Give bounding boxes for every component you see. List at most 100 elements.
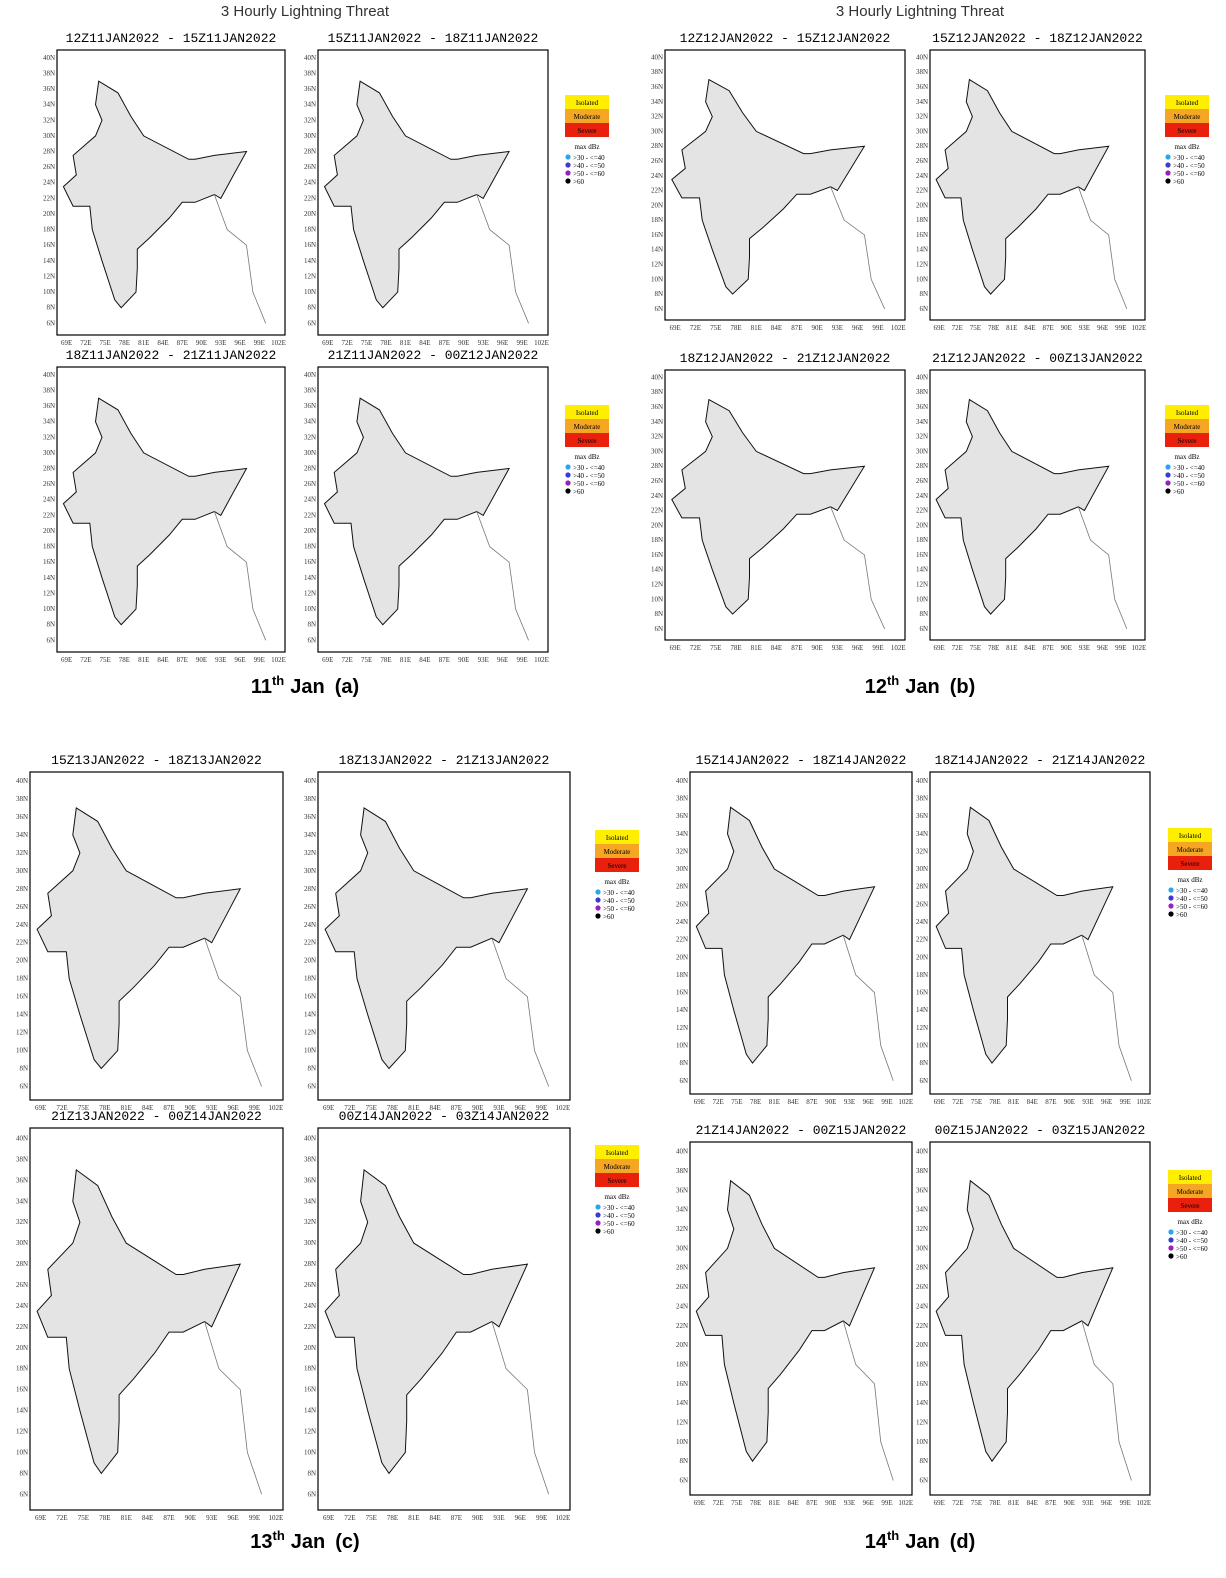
dbz-label: >60 bbox=[603, 1228, 614, 1236]
lon-label: 84E bbox=[419, 656, 430, 664]
lat-label: 22N bbox=[304, 1323, 316, 1331]
lat-label: 22N bbox=[304, 194, 316, 202]
lat-label: 34N bbox=[916, 418, 928, 426]
lon-label: 87E bbox=[451, 1514, 462, 1522]
lat-label: 6N bbox=[19, 1490, 28, 1498]
lat-label: 36N bbox=[916, 812, 928, 820]
lat-label: 12N bbox=[304, 589, 316, 597]
lat-label: 26N bbox=[43, 163, 55, 171]
lon-label: 81E bbox=[138, 339, 149, 347]
lat-label: 32N bbox=[43, 433, 55, 441]
lat-label: 20N bbox=[651, 201, 663, 209]
lon-label: 87E bbox=[177, 339, 188, 347]
lat-label: 24N bbox=[304, 921, 316, 929]
group-title: 3 Hourly Lightning Threat bbox=[221, 3, 390, 20]
lon-label: 75E bbox=[100, 339, 111, 347]
lat-label: 32N bbox=[43, 116, 55, 124]
lon-label: 93E bbox=[844, 1098, 855, 1106]
lon-label: 96E bbox=[1097, 644, 1108, 652]
lon-label: 87E bbox=[791, 644, 802, 652]
lon-label: 93E bbox=[1079, 644, 1090, 652]
lat-label: 36N bbox=[304, 402, 316, 410]
lon-label: 69E bbox=[933, 644, 944, 652]
panel-title: 15Z11JAN2022 - 18Z11JAN2022 bbox=[328, 31, 539, 46]
lon-label: 78E bbox=[730, 324, 741, 332]
dbz-dot bbox=[565, 170, 571, 176]
dbz-dot bbox=[1168, 1245, 1174, 1251]
lon-label: 78E bbox=[989, 1098, 1000, 1106]
lat-label: 20N bbox=[676, 1341, 688, 1349]
lat-label: 36N bbox=[651, 83, 663, 91]
lon-label: 75E bbox=[970, 324, 981, 332]
lat-label: 34N bbox=[16, 831, 28, 839]
lat-label: 28N bbox=[651, 462, 663, 470]
lon-label: 69E bbox=[933, 324, 944, 332]
lat-label: 6N bbox=[919, 1077, 928, 1085]
lon-label: 93E bbox=[478, 656, 489, 664]
lon-label: 69E bbox=[61, 339, 72, 347]
dbz-label: >50 - <=60 bbox=[573, 170, 605, 178]
dbz-label: >30 - <=40 bbox=[1173, 464, 1205, 472]
india-outline bbox=[324, 1168, 529, 1475]
lon-label: 69E bbox=[670, 644, 681, 652]
lat-label: 40N bbox=[916, 53, 928, 61]
lat-label: 40N bbox=[43, 371, 55, 379]
lat-label: 18N bbox=[916, 1360, 928, 1368]
dbz-title: max dBz bbox=[604, 1193, 629, 1201]
dbz-dot bbox=[1168, 887, 1174, 893]
lat-label: 30N bbox=[304, 1239, 316, 1247]
lat-label: 24N bbox=[304, 1302, 316, 1310]
dbz-dot bbox=[565, 178, 571, 184]
lat-label: 36N bbox=[676, 812, 688, 820]
lat-label: 38N bbox=[651, 388, 663, 396]
lat-label: 14N bbox=[304, 1011, 316, 1019]
dbz-dot bbox=[1165, 170, 1171, 176]
lon-label: 102E bbox=[1136, 1098, 1151, 1106]
lat-label: 34N bbox=[676, 830, 688, 838]
lat-label: 40N bbox=[676, 777, 688, 785]
lat-label: 12N bbox=[676, 1418, 688, 1426]
lat-label: 18N bbox=[16, 1365, 28, 1373]
lat-label: 22N bbox=[916, 1322, 928, 1330]
lon-label: 102E bbox=[271, 339, 286, 347]
lat-label: 36N bbox=[916, 403, 928, 411]
lat-label: 12N bbox=[676, 1024, 688, 1032]
lat-label: 10N bbox=[916, 1438, 928, 1446]
lat-label: 38N bbox=[916, 68, 928, 76]
lon-label: 87E bbox=[163, 1104, 174, 1112]
lon-label: 99E bbox=[872, 644, 883, 652]
lat-label: 16N bbox=[43, 241, 55, 249]
lat-label: 6N bbox=[307, 1083, 316, 1091]
threat-label: Moderate bbox=[604, 1163, 631, 1171]
coast-line bbox=[830, 186, 886, 310]
lon-label: 84E bbox=[429, 1514, 440, 1522]
threat-swatch bbox=[565, 123, 609, 137]
lon-label: 102E bbox=[1132, 324, 1147, 332]
lon-label: 90E bbox=[811, 644, 822, 652]
threat-swatch bbox=[1168, 1184, 1212, 1198]
threat-swatch bbox=[1165, 95, 1209, 109]
lat-label: 24N bbox=[676, 918, 688, 926]
lon-label: 72E bbox=[690, 324, 701, 332]
lat-label: 30N bbox=[16, 867, 28, 875]
lat-label: 36N bbox=[43, 402, 55, 410]
lon-label: 78E bbox=[380, 339, 391, 347]
lat-label: 28N bbox=[304, 148, 316, 156]
threat-label: Severe bbox=[1180, 860, 1199, 868]
lon-label: 72E bbox=[690, 644, 701, 652]
lon-label: 99E bbox=[1120, 1098, 1131, 1106]
threat-label: Moderate bbox=[1177, 846, 1204, 854]
lat-label: 40N bbox=[43, 54, 55, 62]
lon-label: 90E bbox=[185, 1514, 196, 1522]
lat-label: 40N bbox=[304, 1134, 316, 1142]
lat-label: 24N bbox=[651, 492, 663, 500]
lat-label: 14N bbox=[651, 246, 663, 254]
lon-label: 96E bbox=[1097, 324, 1108, 332]
lon-label: 102E bbox=[898, 1098, 913, 1106]
threat-label: Moderate bbox=[1174, 423, 1201, 431]
dbz-title: max dBz bbox=[1177, 876, 1202, 884]
lat-label: 38N bbox=[43, 69, 55, 77]
lat-label: 36N bbox=[676, 1186, 688, 1194]
lon-label: 81E bbox=[121, 1104, 132, 1112]
lat-label: 34N bbox=[916, 98, 928, 106]
